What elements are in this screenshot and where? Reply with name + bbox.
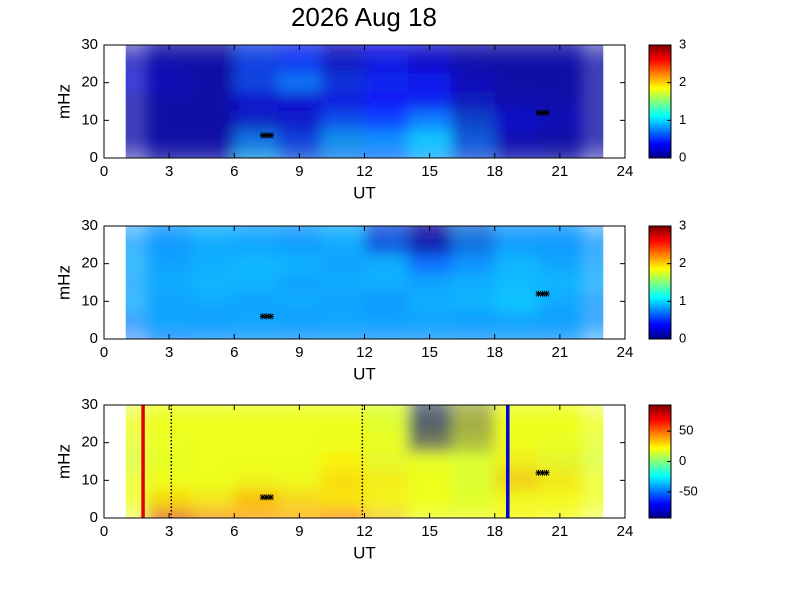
x-tick-label: 24 <box>617 163 634 180</box>
marker <box>535 109 550 116</box>
y-axis-label: mHz <box>54 84 73 119</box>
x-tick-label: 6 <box>230 523 238 540</box>
x-tick-label: 21 <box>552 344 569 361</box>
x-tick-label: 9 <box>295 163 303 180</box>
heatmap-cells <box>125 226 604 339</box>
y-tick-label: 10 <box>81 471 98 488</box>
x-tick-label: 6 <box>230 344 238 361</box>
x-axis-label: UT <box>353 364 376 383</box>
y-tick-label: 10 <box>81 111 98 128</box>
y-tick-label: 30 <box>81 36 98 53</box>
marker <box>535 290 550 297</box>
colorbar-tick-label: 1 <box>679 112 686 127</box>
x-axis-label: UT <box>353 543 376 562</box>
x-tick-label: 12 <box>356 163 373 180</box>
y-tick-label: 0 <box>90 330 98 347</box>
x-tick-label: 24 <box>617 344 634 361</box>
y-tick-label: 0 <box>90 509 98 526</box>
marker <box>535 469 550 476</box>
colorbar-tick-label: 3 <box>679 36 686 51</box>
x-tick-label: 6 <box>230 163 238 180</box>
marker <box>259 313 274 320</box>
x-axis-label: UT <box>353 183 376 202</box>
heatmap-cell <box>538 405 604 434</box>
marker <box>259 132 274 139</box>
heatmap-cells <box>125 405 604 518</box>
x-tick-label: 12 <box>356 523 373 540</box>
colorbar-tick-label: -50 <box>679 483 698 498</box>
heatmap-cells <box>125 45 604 158</box>
x-tick-label: 18 <box>486 523 503 540</box>
heatmap-cell <box>538 226 604 255</box>
x-tick-label: 15 <box>421 344 438 361</box>
y-tick-label: 10 <box>81 292 98 309</box>
marker <box>259 494 274 501</box>
x-tick-label: 18 <box>486 344 503 361</box>
y-tick-label: 30 <box>81 396 98 413</box>
x-tick-label: 3 <box>165 523 173 540</box>
colorbar-tick-label: 2 <box>679 74 686 89</box>
x-tick-label: 21 <box>552 523 569 540</box>
x-tick-label: 3 <box>165 163 173 180</box>
y-tick-label: 20 <box>81 255 98 272</box>
x-tick-label: 9 <box>295 344 303 361</box>
chart-title: 2026 Aug 18 <box>291 2 437 32</box>
y-axis-label: mHz <box>54 444 73 479</box>
colorbar: 0 1 2 3 <box>648 36 686 164</box>
colorbar-tick-label: 1 <box>679 293 686 308</box>
x-tick-label: 15 <box>421 523 438 540</box>
y-tick-label: 0 <box>90 149 98 166</box>
heatmap <box>125 226 604 339</box>
colorbar-tick-label: 3 <box>679 217 686 232</box>
x-tick-label: 0 <box>100 163 108 180</box>
x-tick-label: 3 <box>165 344 173 361</box>
colorbar: -50 0 50 <box>648 404 698 519</box>
y-tick-label: 30 <box>81 217 98 234</box>
colorbar-tick-label: 0 <box>679 330 686 345</box>
x-tick-label: 24 <box>617 523 634 540</box>
x-tick-label: 15 <box>421 163 438 180</box>
colorbar: 0 1 2 3 <box>648 217 686 345</box>
y-axis-label: mHz <box>54 265 73 300</box>
x-tick-label: 18 <box>486 163 503 180</box>
y-tick-label: 20 <box>81 434 98 451</box>
x-tick-label: 21 <box>552 163 569 180</box>
colorbar-tick-label: 50 <box>679 423 693 438</box>
colorbar-tick-label: 0 <box>679 453 686 468</box>
x-tick-label: 12 <box>356 344 373 361</box>
x-tick-label: 0 <box>100 344 108 361</box>
panel: 0 3 6 9 12 15 18 21 24 0 10 20 30 UT mHz -50 0 50 <box>54 396 697 563</box>
heatmap-cell <box>538 45 604 74</box>
heatmap <box>125 45 604 158</box>
x-tick-label: 0 <box>100 523 108 540</box>
y-tick-label: 20 <box>81 74 98 91</box>
x-tick-label: 9 <box>295 523 303 540</box>
heatmap <box>125 405 604 518</box>
colorbar-tick-label: 0 <box>679 149 686 164</box>
colorbar-tick-label: 2 <box>679 255 686 270</box>
